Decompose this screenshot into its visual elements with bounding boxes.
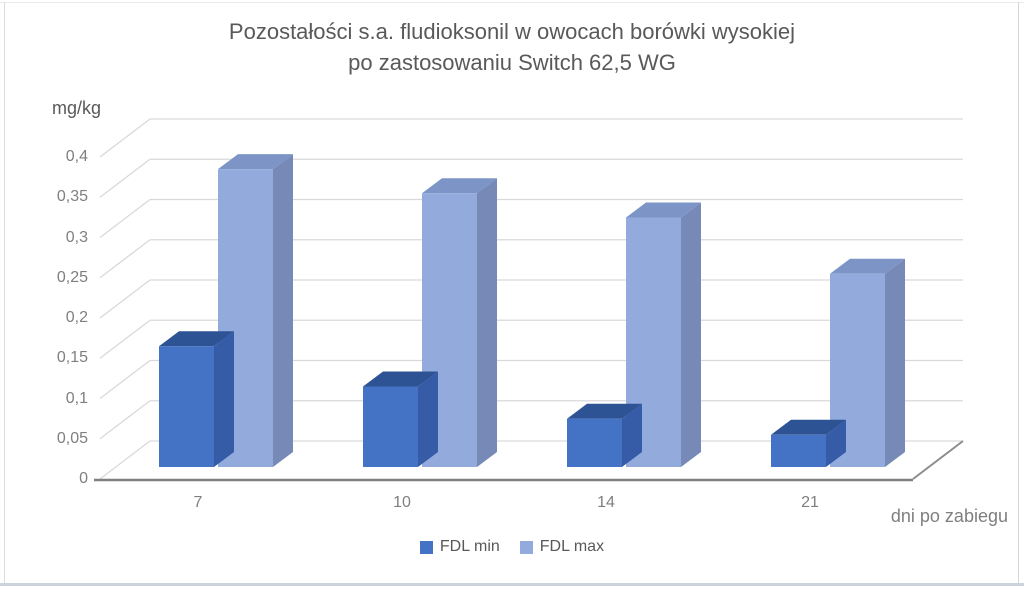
tick-connector-0,3 <box>99 198 151 239</box>
floor-right-edge <box>912 440 964 480</box>
x-tick-label-10: 10 <box>393 494 411 511</box>
chart-title-line2: po zastosowaniu Switch 62,5 WG <box>348 50 676 75</box>
y-tick-label-0,1: 0,1 <box>65 389 88 407</box>
x-tick-label-7: 7 <box>193 494 203 511</box>
frame-border-right <box>1018 2 1019 584</box>
legend-item-fdl-min: FDL min <box>419 538 500 556</box>
bar-fdl-min-day21-side <box>826 419 846 467</box>
frame-border-top <box>0 2 1024 3</box>
chart-title-line1: Pozostałości s.a. fludioksonil w owocach… <box>228 19 796 44</box>
bar-fdl-min-day14-side <box>622 403 642 467</box>
legend-item-fdl-max: FDL max <box>519 538 605 556</box>
bar-fdl-min-day10-side <box>418 371 438 467</box>
bar-fdl-max-day21-top <box>830 258 905 274</box>
bar-fdl-min-day21-top <box>771 419 846 435</box>
x-tick-label-14: 14 <box>597 494 615 511</box>
tick-connector-0,25 <box>99 239 151 279</box>
y-tick-label-0,35: 0,35 <box>56 188 88 206</box>
tick-connector-0,05 <box>99 400 151 440</box>
y-tick-label-0,2: 0,2 <box>65 309 88 326</box>
bar-fdl-max-day14-top <box>626 202 701 218</box>
bar-fdl-min-day7-side <box>214 331 234 467</box>
x-axis-title: dni po zabiegu <box>890 506 1008 526</box>
y-tick-label-0: 0 <box>79 470 88 487</box>
y-tick-label-0,15: 0,15 <box>56 349 88 367</box>
chart-title: Pozostałości s.a. fludioksonil w owocach… <box>0 16 1024 78</box>
bar-fdl-min-day10-front <box>363 386 418 467</box>
tick-connector-0,4 <box>99 118 151 158</box>
y-axis-unit-label: mg/kg <box>52 98 102 118</box>
bar-fdl-max-day7-side <box>273 154 293 467</box>
tick-connector-0,2 <box>99 279 151 319</box>
bar-fdl-max-day21-side <box>885 258 905 467</box>
frame-border-left <box>4 2 5 584</box>
legend-swatch-fdl-min-icon <box>419 540 433 554</box>
y-tick-label-0,3: 0,3 <box>65 228 88 246</box>
bar-fdl-max-day14-side <box>681 202 701 467</box>
bar-fdl-max-day10-side <box>477 178 497 468</box>
bar-fdl-min-day7-top <box>159 331 234 347</box>
x-tick-label-21: 21 <box>801 494 819 511</box>
bar-fdl-max-day7-top <box>218 154 293 170</box>
frame-border-bottom <box>0 583 1024 586</box>
bar-fdl-min-day14-top <box>567 403 642 419</box>
legend-swatch-fdl-max-icon <box>519 540 533 554</box>
tick-connector-0,15 <box>99 319 151 359</box>
tick-connector-0,1 <box>99 359 151 400</box>
bar-fdl-max-day10-top <box>422 178 497 194</box>
tick-connector-0,35 <box>99 158 151 198</box>
bar-fdl-min-day21-front <box>771 434 826 467</box>
legend-label-fdl-min: FDL min <box>439 538 500 555</box>
bar-fdl-min-day10-top <box>363 371 438 387</box>
bar-fdl-min-day14-front <box>567 418 622 467</box>
legend: FDL min FDL max <box>0 538 1024 556</box>
y-tick-label-0,25: 0,25 <box>56 268 88 286</box>
y-tick-label-0,4: 0,4 <box>65 148 88 165</box>
bar-fdl-min-day7-front <box>159 346 214 467</box>
tick-connector-0 <box>99 440 151 480</box>
legend-label-fdl-max: FDL max <box>539 538 605 555</box>
y-tick-label-0,05: 0,05 <box>56 429 88 447</box>
